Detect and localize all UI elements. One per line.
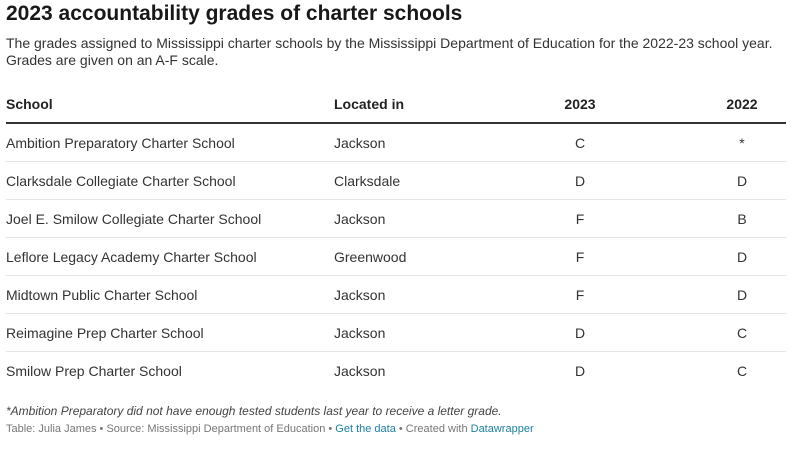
cell-grade-2023: D: [462, 161, 698, 200]
cell-school: Leflore Legacy Academy Charter School: [6, 237, 334, 276]
cell-location: Jackson: [334, 199, 462, 238]
created-with-text: • Created with: [395, 423, 471, 435]
cell-school: Ambition Preparatory Charter School: [6, 123, 334, 162]
table-row: Smilow Prep Charter School Jackson D C: [6, 352, 786, 390]
cell-grade-2022: C: [736, 362, 748, 379]
cell-grade-2022: *: [698, 123, 786, 162]
grades-table: School Located in 2023 2022 Ambition Pre…: [6, 86, 786, 389]
cell-grade-2022: C: [698, 313, 786, 352]
column-header-location[interactable]: Located in: [334, 86, 462, 124]
table-row: Leflore Legacy Academy Charter School Gr…: [6, 237, 786, 276]
cell-school: Smilow Prep Charter School: [6, 362, 182, 379]
cell-grade-2022: D: [698, 237, 786, 276]
get-data-link[interactable]: Get the data: [335, 423, 396, 435]
cell-grade-2023: D: [574, 362, 586, 379]
page-title: 2023 accountability grades of charter sc…: [6, 2, 463, 25]
cell-school: Reimagine Prep Charter School: [6, 313, 334, 352]
cell-school: Joel E. Smilow Collegiate Charter School: [6, 199, 334, 238]
cell-grade-2022: D: [698, 275, 786, 314]
cell-grade-2023: F: [462, 275, 698, 314]
source-footer: Table: Julia James • Source: Mississippi…: [6, 422, 790, 436]
cell-location: Jackson: [334, 313, 462, 352]
cell-location: Greenwood: [334, 237, 462, 276]
table-row: Joel E. Smilow Collegiate Charter School…: [6, 199, 786, 238]
column-header-2022[interactable]: 2022: [698, 86, 786, 124]
cell-location: Jackson: [334, 362, 386, 379]
table-row: Ambition Preparatory Charter School Jack…: [6, 123, 786, 162]
cell-school: Midtown Public Charter School: [6, 275, 334, 314]
table-header-row: School Located in 2023 2022: [6, 86, 786, 124]
cell-grade-2022: D: [698, 161, 786, 200]
table-row: Clarksdale Collegiate Charter School Cla…: [6, 161, 786, 200]
cell-location: Jackson: [334, 275, 462, 314]
page-description: The grades assigned to Mississippi chart…: [6, 35, 773, 68]
cell-grade-2023: D: [462, 313, 698, 352]
datawrapper-link[interactable]: Datawrapper: [470, 423, 534, 435]
cell-location: Clarksdale: [334, 161, 462, 200]
column-header-2023[interactable]: 2023: [462, 86, 698, 124]
cell-grade-2023: C: [462, 123, 698, 162]
footnote: *Ambition Preparatory did not have enoug…: [6, 404, 502, 418]
table-row: Midtown Public Charter School Jackson F …: [6, 275, 786, 314]
cell-grade-2023: F: [462, 199, 698, 238]
cell-grade-2023: F: [462, 237, 698, 276]
cell-school: Clarksdale Collegiate Charter School: [6, 161, 334, 200]
table-row: Reimagine Prep Charter School Jackson D …: [6, 313, 786, 352]
cell-grade-2022: B: [698, 199, 786, 238]
chart-container: 2023 accountability grades of charter sc…: [6, 2, 790, 436]
cell-location: Jackson: [334, 123, 462, 162]
credit-text: Table: Julia James • Source: Mississippi…: [6, 423, 336, 435]
column-header-school[interactable]: School: [6, 86, 334, 124]
